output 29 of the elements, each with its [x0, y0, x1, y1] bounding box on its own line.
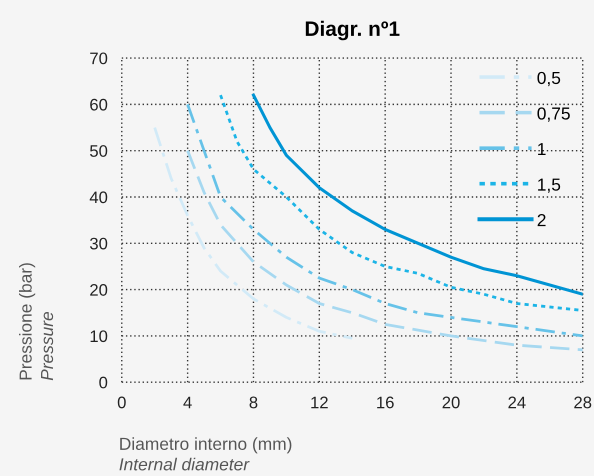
y-tick-label: 50	[90, 145, 108, 157]
x-tick-label: 16	[377, 396, 394, 408]
chart-title: Diagr. nº1	[306, 20, 400, 40]
x-tick-label: 0	[118, 396, 126, 408]
text: Pressure	[41, 312, 54, 380]
legend-label: 1	[538, 143, 546, 156]
y-tick-label: 0	[99, 376, 108, 388]
text: Diametro interno (mm)	[120, 437, 292, 454]
y-tick-label: 70	[90, 52, 108, 64]
y-tick-label: 40	[90, 191, 108, 204]
text: Internal diameter	[119, 458, 250, 470]
y-tick-label: 60	[90, 98, 108, 111]
x-tick-label: 28	[574, 396, 592, 408]
y-tick-label: 30	[90, 238, 108, 250]
legend-label: 2	[538, 214, 546, 226]
text: Pressione (bar)	[19, 263, 36, 380]
x-tick-label: 12	[311, 396, 328, 408]
y-tick-label: 10	[90, 330, 108, 342]
y-tick-label: 20	[90, 284, 108, 296]
legend-label: 0,5	[537, 72, 560, 86]
x-tick-label: 24	[508, 396, 526, 408]
x-tick-label: 20	[442, 396, 460, 408]
line-series	[252, 94, 583, 296]
x-tick-label: 4	[183, 396, 192, 408]
x-tick-label: 8	[250, 396, 258, 408]
line-series	[153, 126, 354, 340]
line-series	[186, 102, 583, 338]
legend-label: 0,75	[537, 107, 570, 122]
legend-label: 1,5	[538, 178, 560, 193]
